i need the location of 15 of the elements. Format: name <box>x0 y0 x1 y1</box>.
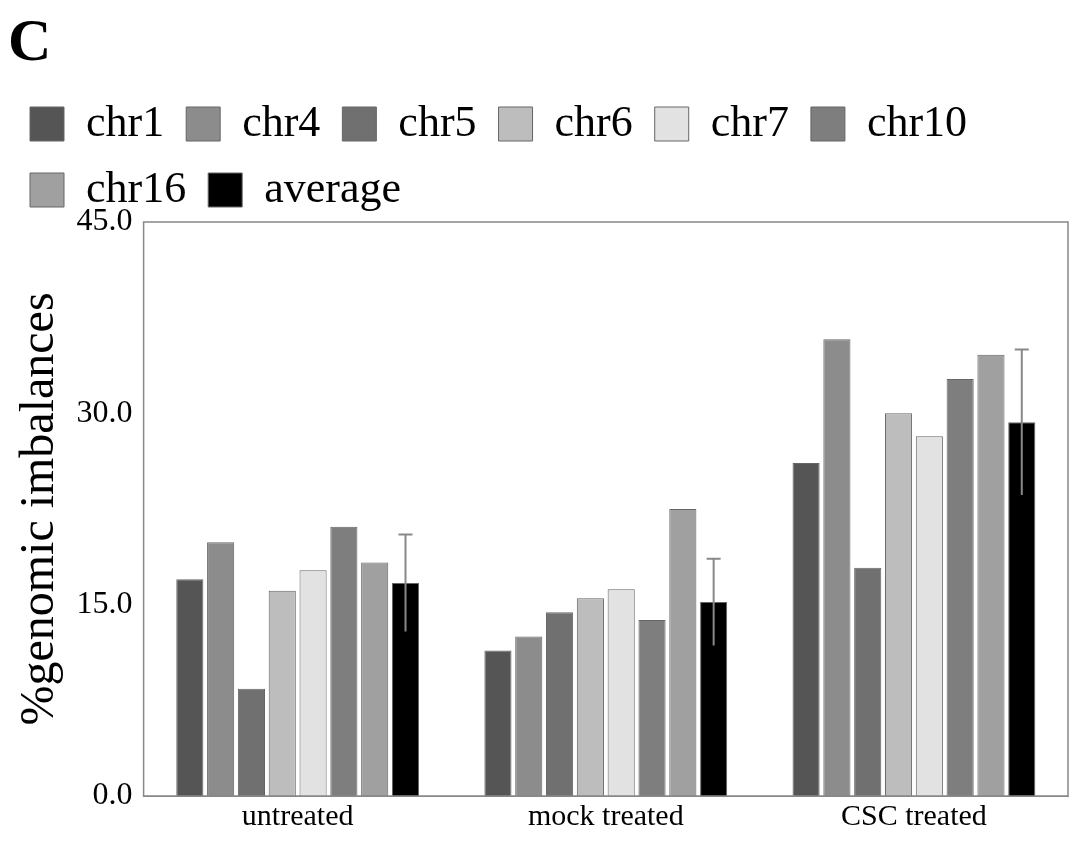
legend-label: chr1 <box>86 96 165 146</box>
x-tick-label: untreated <box>241 797 354 831</box>
y-tick-label: 30.0 <box>76 392 133 429</box>
y-tick-label: 0.0 <box>92 775 133 812</box>
legend-label: chr10 <box>866 96 968 146</box>
y-axis-title: %genomic imbalances <box>10 292 64 726</box>
legend-label: chr4 <box>242 96 321 146</box>
legend-label: chr7 <box>710 96 789 146</box>
legend-label: average <box>264 162 401 212</box>
chart-title: C <box>8 6 52 73</box>
legend-label: chr6 <box>554 96 633 146</box>
legend-label: chr5 <box>398 96 477 146</box>
x-tick-label: CSC treated <box>841 797 987 831</box>
y-tick-label: 15.0 <box>76 584 133 621</box>
x-tick-label: mock treated <box>527 797 684 831</box>
